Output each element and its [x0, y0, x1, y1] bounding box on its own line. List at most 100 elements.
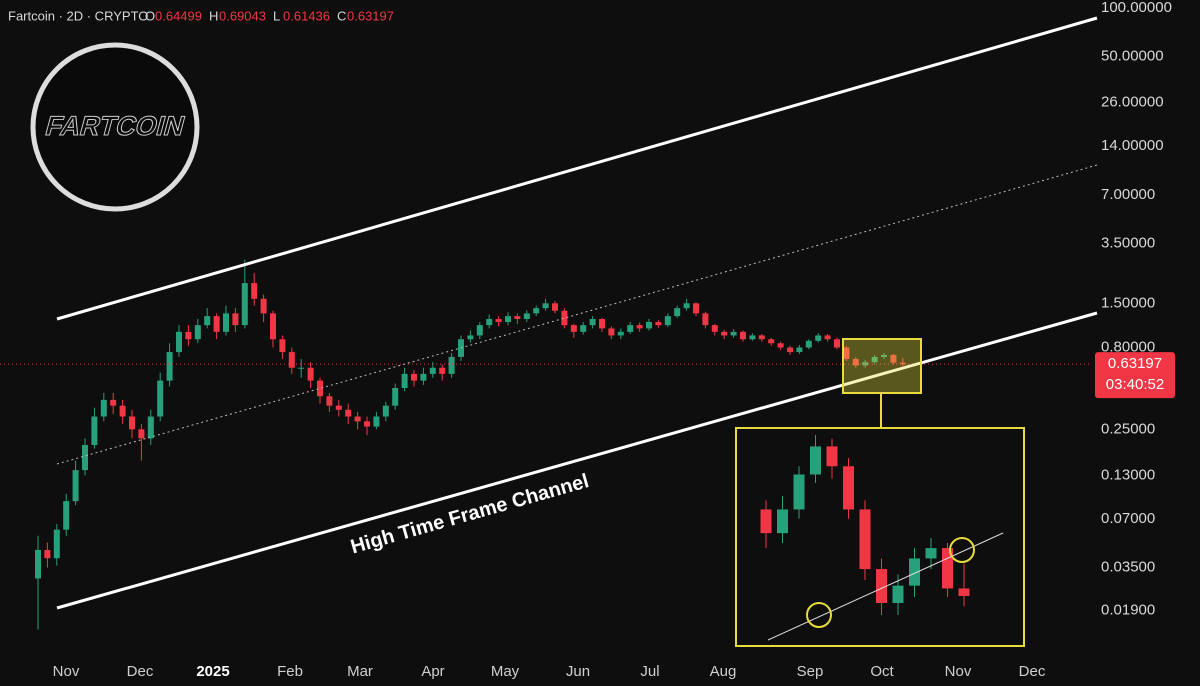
- x-tick-label: Feb: [277, 663, 303, 680]
- candle-body: [702, 313, 709, 326]
- candle-body: [82, 445, 88, 471]
- candle-body: [693, 303, 699, 314]
- candle-body: [288, 352, 295, 368]
- candle-body: [335, 405, 342, 410]
- candle-body: [392, 387, 399, 406]
- candle-body: [260, 298, 267, 314]
- candle-body: [787, 347, 793, 353]
- logo-ring: [30, 42, 200, 212]
- y-tick-label: 0.07000: [1101, 510, 1155, 527]
- ohlc-letter: H: [209, 8, 218, 23]
- x-tick-label: 2025: [196, 663, 229, 680]
- candle-body: [758, 335, 765, 340]
- x-tick-label: Nov: [945, 663, 972, 680]
- candle-body: [176, 331, 182, 353]
- candle-body: [420, 373, 427, 381]
- candle-body: [942, 548, 953, 589]
- candle-body: [561, 310, 568, 326]
- inset-circle: [949, 537, 975, 563]
- x-tick-label: Oct: [870, 663, 894, 680]
- candle-body: [815, 335, 822, 341]
- candle-body: [44, 549, 51, 559]
- candle-body: [138, 429, 145, 439]
- y-tick-label: 26.00000: [1101, 94, 1164, 111]
- inset-circle: [806, 602, 832, 628]
- candle-body: [373, 416, 380, 427]
- candle-body: [345, 409, 352, 417]
- x-tick-label: Nov: [53, 663, 80, 680]
- ohlc-letter: O: [145, 8, 155, 23]
- ohlc-value: 0.64499: [155, 8, 202, 23]
- candle-body: [721, 331, 728, 336]
- x-tick-label: Dec: [1019, 663, 1046, 680]
- candle-body: [213, 316, 220, 332]
- candle-body: [166, 352, 173, 381]
- candle-body: [326, 396, 333, 406]
- candle-body: [270, 313, 276, 340]
- y-tick-label: 7.00000: [1101, 186, 1155, 203]
- candle-body: [843, 347, 850, 359]
- candle-body: [307, 367, 314, 381]
- candle-body: [35, 549, 41, 579]
- x-tick-label: Jul: [640, 663, 659, 680]
- candle-body: [505, 316, 511, 323]
- y-tick-label: 0.80000: [1101, 338, 1155, 355]
- x-tick-label: Apr: [421, 663, 444, 680]
- candle-body: [881, 354, 887, 357]
- candle-body: [476, 325, 483, 336]
- candle-body: [354, 416, 361, 422]
- candle-body: [185, 331, 192, 340]
- candle-body: [636, 325, 643, 329]
- candle-body: [467, 335, 474, 340]
- candle-body: [232, 313, 239, 326]
- highlight-box: [842, 338, 922, 394]
- candle-body: [599, 319, 605, 329]
- x-tick-label: Sep: [797, 663, 824, 680]
- candle-body: [533, 308, 540, 314]
- candle-body: [486, 319, 493, 326]
- candle-body: [570, 325, 577, 332]
- candle-body: [439, 367, 446, 374]
- candle-body: [740, 331, 746, 340]
- x-tick-label: May: [491, 663, 520, 680]
- candle-body: [683, 303, 690, 309]
- candle-body: [298, 367, 305, 369]
- candle-body: [664, 316, 671, 326]
- candle-body: [890, 354, 897, 363]
- candle-body: [608, 328, 615, 336]
- candle-body: [317, 380, 323, 397]
- candle-body: [448, 356, 455, 374]
- y-tick-label: 14.00000: [1101, 137, 1164, 154]
- candle-body: [223, 313, 229, 332]
- candle-body: [876, 569, 887, 603]
- ohlc-value: 0.69043: [219, 8, 266, 23]
- ohlc-value: 0.63197: [347, 8, 394, 23]
- y-tick-label: 100.00000: [1101, 0, 1172, 16]
- candle-body: [711, 325, 718, 332]
- candle-body: [824, 335, 831, 340]
- candle-body: [110, 399, 117, 406]
- chart-title: Fartcoin · 2D · CRYPTO: [8, 8, 148, 23]
- inset-trendline: [767, 532, 1004, 641]
- candle-body: [523, 313, 530, 320]
- candle-body: [589, 319, 596, 326]
- candle-body: [646, 322, 652, 329]
- logo-text: FARTCOIN: [42, 111, 188, 141]
- inset-candles: [760, 435, 970, 615]
- candle-body: [147, 416, 154, 439]
- candle-body: [777, 343, 784, 348]
- y-tick-label: 0.01900: [1101, 602, 1155, 619]
- candle-body: [364, 421, 370, 427]
- candle-body: [429, 367, 436, 374]
- x-tick-label: Dec: [127, 663, 154, 680]
- candle-body: [859, 509, 871, 570]
- x-tick-label: Mar: [347, 663, 373, 680]
- candle-body: [204, 316, 211, 326]
- candle-body: [674, 308, 681, 317]
- candle-body: [100, 399, 107, 417]
- candle-body: [382, 405, 389, 417]
- candle-body: [826, 446, 838, 467]
- candle-body: [871, 356, 878, 363]
